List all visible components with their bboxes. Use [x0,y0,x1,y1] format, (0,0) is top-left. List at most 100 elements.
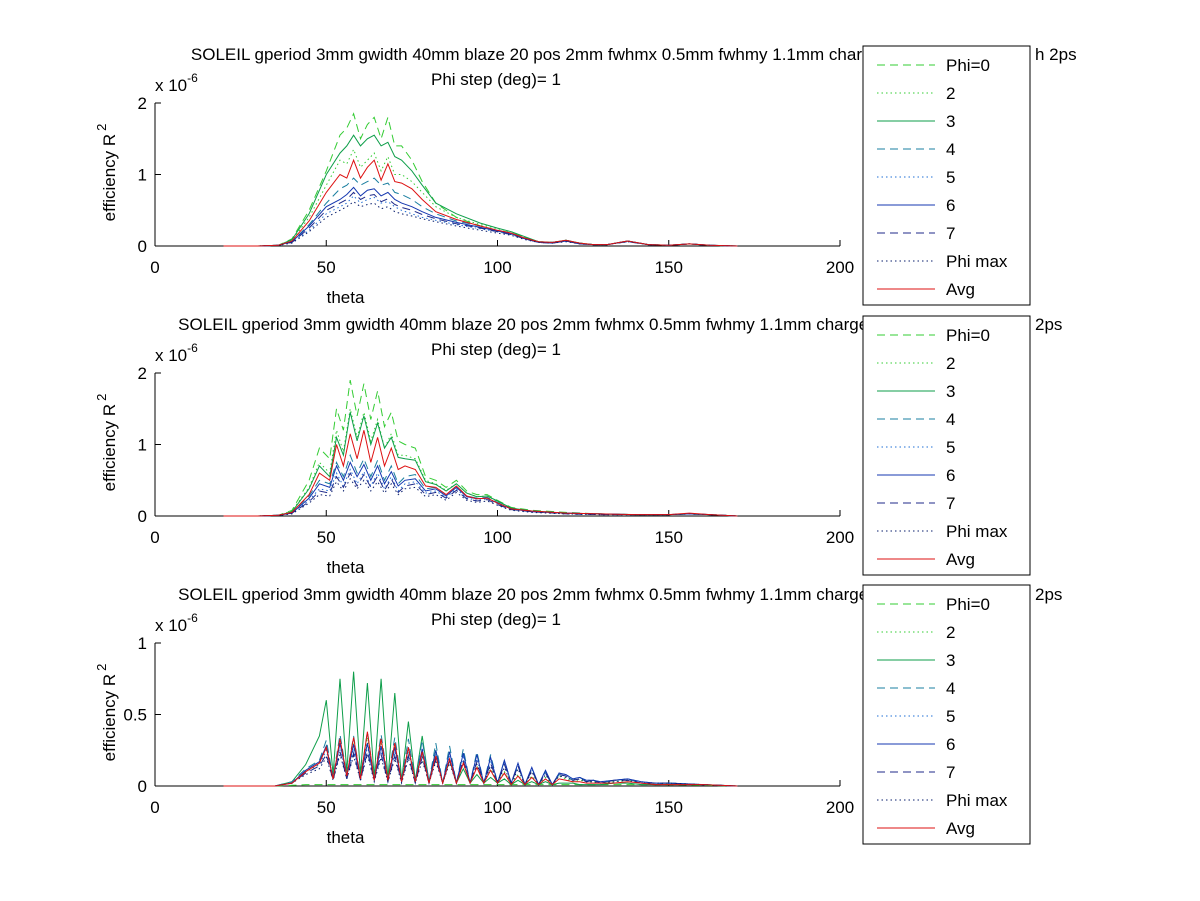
x-tick-label: 50 [317,798,336,817]
legend-label: Avg [946,550,975,569]
x-tick-label: 150 [655,798,683,817]
legend-box [862,584,1031,845]
y-tick-label: 1 [138,634,147,653]
series-line-phi-0 [223,112,738,247]
x-tick-label: 50 [317,528,336,547]
series-line-phi-0 [223,380,738,517]
legend-label: Phi=0 [946,595,990,614]
chart-title-main: SOLEIL gperiod 3mm gwidth 40mm blaze 20 … [178,315,892,334]
y-exponent-label: x 10-6 [155,611,198,635]
series-line-avg [223,731,738,787]
legend-1: Phi=0 2 3 4 5 6 7 Phi max Avg [862,45,1031,306]
legend-label: Avg [946,280,975,299]
legend-label: 6 [946,466,955,485]
legend-label: 7 [946,494,955,513]
legend-label: 5 [946,168,955,187]
legend-3: Phi=0 2 3 4 5 6 7 Phi max Avg [862,584,1031,845]
y-exponent-base: x 10 [155,346,187,365]
legend-label: 4 [946,140,955,159]
series-line-2 [223,408,738,517]
chart-title-tail: 2ps [1035,315,1062,334]
y-exponent-base: x 10 [155,616,187,635]
legend-label: 3 [946,382,955,401]
x-tick-label: 50 [317,258,336,277]
y-tick-label: 0 [138,507,147,526]
y-axis-label-sup: 2 [94,664,109,671]
chart-subtitle: Phi step (deg)= 1 [431,610,561,629]
legend-label: 2 [946,354,955,373]
chart-subtitle: Phi step (deg)= 1 [431,70,561,89]
legend-label: 6 [946,735,955,754]
subplot-1: 0 50 100 150 200 0 1 2 x 10-6 SOLEIL gperiod 3mm … [94,45,1077,307]
legend-label: 5 [946,438,955,457]
legend-label: Phi=0 [946,56,990,75]
y-tick-label: 0 [138,777,147,796]
legend-2: Phi=0 2 3 4 5 6 7 Phi max Avg [862,315,1031,576]
x-tick-label: 100 [483,798,511,817]
legend-label: 2 [946,623,955,642]
series-line-5 [223,195,738,247]
x-axis-label: theta [327,288,365,307]
y-tick-label: 0 [138,237,147,256]
legend-label: 2 [946,84,955,103]
y-tick-label: 0.5 [123,706,147,725]
y-axis-label-sup: 2 [94,394,109,401]
chart-title-main: SOLEIL gperiod 3mm gwidth 40mm blaze 20 … [191,45,895,64]
y-tick-label: 1 [138,436,147,455]
x-axis-label: theta [327,558,365,577]
chart-title: SOLEIL gperiod 3mm gwidth 40mm blaze 20 … [178,315,892,334]
chart-title: SOLEIL gperiod 3mm gwidth 40mm blaze 20 … [191,45,895,64]
series-line-2 [223,148,738,247]
chart-title-main: SOLEIL gperiod 3mm gwidth 40mm blaze 20 … [178,585,892,604]
chart-title-tail: 2ps [1035,585,1062,604]
y-tick-label: 2 [138,94,147,113]
x-tick-label: 200 [826,258,854,277]
x-tick-label: 100 [483,258,511,277]
series-line-5 [223,468,738,517]
y-tick-label: 2 [138,364,147,383]
legend-label: 3 [946,112,955,131]
x-tick-label: 200 [826,798,854,817]
y-axis-label: efficiency R 2 [94,664,119,762]
legend-label: Phi max [946,522,1008,541]
x-tick-label: 100 [483,528,511,547]
series-line-4 [223,177,738,247]
x-axis-label: theta [327,828,365,847]
legend-label: 7 [946,224,955,243]
subplot-3: 0 50 100 150 200 0 0.5 1 x 10-6 SOLEIL gperiod 3m… [94,585,1062,847]
x-tick-label: 0 [150,528,159,547]
y-exponent-label: x 10-6 [155,341,198,365]
y-exponent-power: -6 [187,611,198,625]
y-exponent-label: x 10-6 [155,71,198,95]
legend-label: 7 [946,763,955,782]
y-axis-label: efficiency R 2 [94,124,119,222]
x-tick-label: 200 [826,528,854,547]
x-tick-label: 150 [655,528,683,547]
chart-subtitle: Phi step (deg)= 1 [431,340,561,359]
legend-label: 4 [946,679,955,698]
legend-label: 6 [946,196,955,215]
y-axis-label-text: efficiency R [100,674,119,762]
chart-title-tail: h 2ps [1035,45,1077,64]
y-exponent-power: -6 [187,71,198,85]
series-line-7 [223,471,738,517]
y-exponent-base: x 10 [155,76,187,95]
legend-box [862,315,1031,576]
y-axis-label: efficiency R 2 [94,394,119,492]
legend-label: Phi max [946,252,1008,271]
y-axis-label-sup: 2 [94,124,109,131]
y-exponent-power: -6 [187,341,198,355]
series-line-avg [223,430,738,517]
chart-title: SOLEIL gperiod 3mm gwidth 40mm blaze 20 … [178,585,892,604]
legend-label: Phi=0 [946,326,990,345]
y-tick-label: 1 [138,166,147,185]
x-tick-label: 0 [150,258,159,277]
x-tick-label: 150 [655,258,683,277]
legend-label: Phi max [946,791,1008,810]
x-tick-label: 0 [150,798,159,817]
legend-label: 4 [946,410,955,429]
legend-box [862,45,1031,306]
legend-label: 3 [946,651,955,670]
y-axis-label-text: efficiency R [100,134,119,222]
